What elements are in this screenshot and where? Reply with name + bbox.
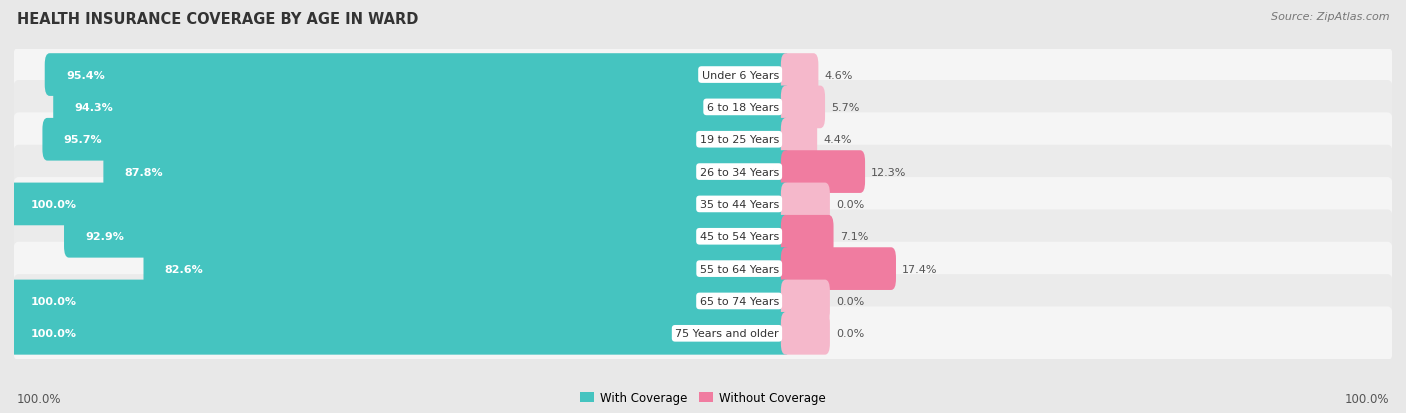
Text: 0.0%: 0.0% <box>837 296 865 306</box>
FancyBboxPatch shape <box>13 275 1393 328</box>
Text: 4.6%: 4.6% <box>824 70 853 81</box>
Text: 26 to 34 Years: 26 to 34 Years <box>700 167 779 177</box>
Text: 94.3%: 94.3% <box>75 103 114 113</box>
FancyBboxPatch shape <box>13 242 1393 296</box>
Text: 92.9%: 92.9% <box>86 232 124 242</box>
Text: HEALTH INSURANCE COVERAGE BY AGE IN WARD: HEALTH INSURANCE COVERAGE BY AGE IN WARD <box>17 12 418 27</box>
Text: 35 to 44 Years: 35 to 44 Years <box>700 199 779 209</box>
FancyBboxPatch shape <box>13 145 1393 199</box>
Text: 4.4%: 4.4% <box>824 135 852 145</box>
FancyBboxPatch shape <box>45 54 790 97</box>
FancyBboxPatch shape <box>42 119 790 161</box>
FancyBboxPatch shape <box>780 248 896 290</box>
FancyBboxPatch shape <box>780 54 818 97</box>
Text: Source: ZipAtlas.com: Source: ZipAtlas.com <box>1271 12 1389 22</box>
Text: 45 to 54 Years: 45 to 54 Years <box>700 232 779 242</box>
FancyBboxPatch shape <box>780 86 825 129</box>
FancyBboxPatch shape <box>780 216 834 258</box>
Text: 100.0%: 100.0% <box>1344 392 1389 405</box>
Text: 100.0%: 100.0% <box>31 199 76 209</box>
FancyBboxPatch shape <box>13 210 1393 263</box>
FancyBboxPatch shape <box>13 113 1393 167</box>
FancyBboxPatch shape <box>13 307 1393 360</box>
Text: 75 Years and older: 75 Years and older <box>675 328 779 339</box>
FancyBboxPatch shape <box>780 280 830 323</box>
Text: 100.0%: 100.0% <box>17 392 62 405</box>
FancyBboxPatch shape <box>780 183 830 226</box>
Text: 7.1%: 7.1% <box>839 232 868 242</box>
Text: 0.0%: 0.0% <box>837 328 865 339</box>
FancyBboxPatch shape <box>53 86 790 129</box>
Text: 100.0%: 100.0% <box>31 296 76 306</box>
FancyBboxPatch shape <box>780 312 830 355</box>
Text: Under 6 Years: Under 6 Years <box>702 70 779 81</box>
Text: 55 to 64 Years: 55 to 64 Years <box>700 264 779 274</box>
FancyBboxPatch shape <box>104 151 790 193</box>
Text: 17.4%: 17.4% <box>903 264 938 274</box>
Text: 6 to 18 Years: 6 to 18 Years <box>707 103 779 113</box>
Legend: With Coverage, Without Coverage: With Coverage, Without Coverage <box>575 387 831 409</box>
Text: 65 to 74 Years: 65 to 74 Years <box>700 296 779 306</box>
Text: 5.7%: 5.7% <box>831 103 859 113</box>
FancyBboxPatch shape <box>10 312 790 355</box>
FancyBboxPatch shape <box>13 178 1393 231</box>
FancyBboxPatch shape <box>143 248 790 290</box>
FancyBboxPatch shape <box>10 183 790 226</box>
FancyBboxPatch shape <box>780 151 865 193</box>
Text: 95.7%: 95.7% <box>63 135 103 145</box>
Text: 12.3%: 12.3% <box>872 167 907 177</box>
Text: 100.0%: 100.0% <box>31 328 76 339</box>
FancyBboxPatch shape <box>780 119 817 161</box>
FancyBboxPatch shape <box>13 49 1393 102</box>
Text: 95.4%: 95.4% <box>66 70 105 81</box>
Text: 82.6%: 82.6% <box>165 264 204 274</box>
FancyBboxPatch shape <box>65 216 790 258</box>
Text: 19 to 25 Years: 19 to 25 Years <box>700 135 779 145</box>
Text: 0.0%: 0.0% <box>837 199 865 209</box>
FancyBboxPatch shape <box>13 81 1393 134</box>
FancyBboxPatch shape <box>10 280 790 323</box>
Text: 87.8%: 87.8% <box>125 167 163 177</box>
